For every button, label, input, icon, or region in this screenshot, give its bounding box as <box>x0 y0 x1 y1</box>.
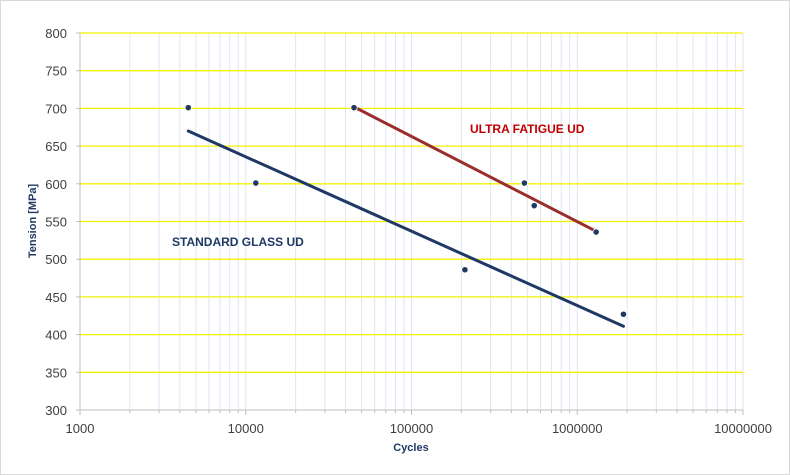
data-point-series-1 <box>592 228 600 236</box>
trendlines <box>186 105 625 328</box>
y-tick-labels: 300 350 400 450 500 550 600 650 700 750 800 <box>45 26 67 418</box>
data-points <box>184 104 628 318</box>
x-tick-label: 1000 <box>66 421 95 436</box>
x-tick-label: 10000000 <box>714 421 772 436</box>
y-tick-label: 650 <box>45 139 67 154</box>
x-axis-title: Cycles <box>393 442 428 454</box>
data-point-series-1 <box>520 179 529 187</box>
x-tick-label: 10000 <box>228 421 264 436</box>
annotation-ultra-fatigue-ud: ULTRA FATIGUE UD <box>470 122 585 136</box>
x-tick-labels: 1000 10000 100000 1000000 10000000 <box>66 421 772 436</box>
y-tick-label: 800 <box>45 26 67 41</box>
trendline-series-1 <box>352 105 598 233</box>
y-tick-label: 750 <box>45 64 67 79</box>
data-point-series-0 <box>252 179 260 187</box>
y-tick-label: 500 <box>45 252 67 267</box>
y-tick-label: 600 <box>45 177 67 192</box>
y-axis-title: Tension [MPa] <box>27 183 39 258</box>
data-point-series-0 <box>619 310 628 318</box>
y-tick-label: 450 <box>45 290 67 305</box>
data-point-series-1 <box>530 202 538 210</box>
data-point-series-1 <box>350 104 358 112</box>
data-point-series-0 <box>461 266 469 274</box>
y-tick-label: 300 <box>45 403 67 418</box>
data-point-series-0 <box>184 104 192 112</box>
x-tick-label: 100000 <box>390 421 433 436</box>
y-tick-label: 350 <box>45 365 67 380</box>
x-tick-label: 1000000 <box>552 421 603 436</box>
axes <box>76 32 744 415</box>
trendline-series-0 <box>186 129 625 328</box>
y-tick-label: 550 <box>45 215 67 230</box>
annotation-standard-glass-ud: STANDARD GLASS UD <box>172 235 304 249</box>
y-tick-label: 700 <box>45 101 67 116</box>
y-tick-label: 400 <box>45 328 67 343</box>
